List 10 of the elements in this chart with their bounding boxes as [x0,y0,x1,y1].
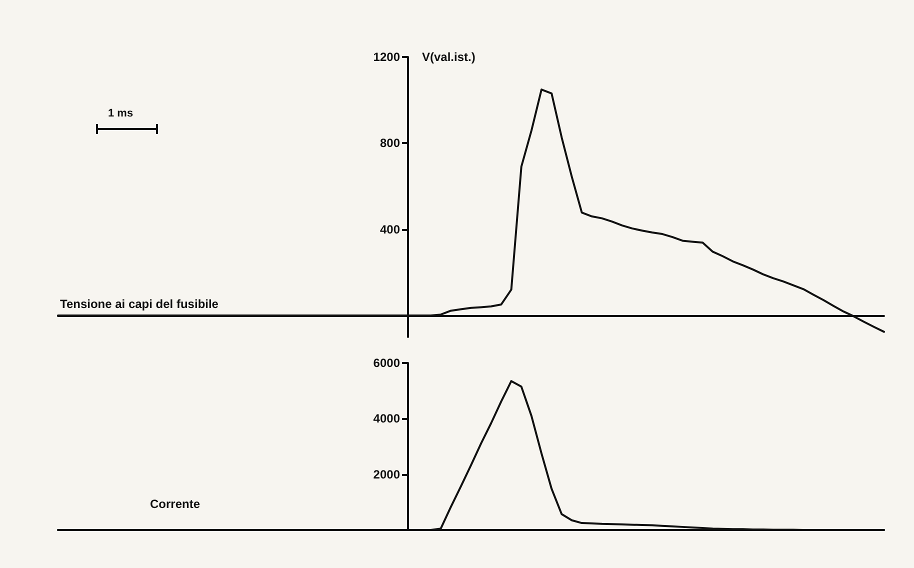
y-tick-label: 2000 [373,467,400,482]
y-tick-label: 4000 [373,412,400,426]
y-tick-label: 6000 [373,356,400,370]
series-label: Corrente [150,497,200,511]
y-axis-title: V(val.ist.) [422,50,476,64]
annotation: 1 ms [108,108,134,120]
y-tick-label: 1200 [373,50,400,64]
y-tick-label: 400 [380,222,400,236]
y-tick-label: 800 [380,136,400,150]
series-label: Tensione ai capi del fusibile [60,297,219,311]
